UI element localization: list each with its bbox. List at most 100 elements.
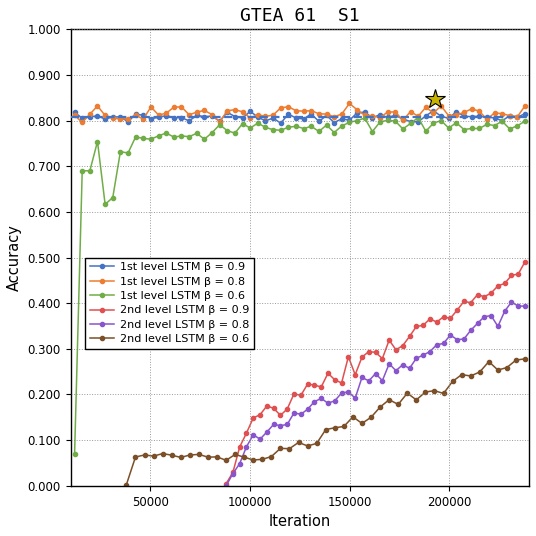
2nd level LSTM β = 0.8 xyxy=(447,332,453,338)
2nd level LSTM β = 0.9 xyxy=(461,298,467,304)
1st level LSTM β = 0.8 xyxy=(193,109,200,115)
2nd level LSTM β = 0.6 xyxy=(449,378,456,385)
2nd level LSTM β = 0.9 xyxy=(393,347,399,353)
Line: 2nd level LSTM β = 0.6: 2nd level LSTM β = 0.6 xyxy=(124,357,527,487)
2nd level LSTM β = 0.6 xyxy=(395,401,401,408)
1st level LSTM β = 0.6 xyxy=(522,118,528,124)
Legend: 1st level LSTM β = 0.9, 1st level LSTM β = 0.8, 1st level LSTM β = 0.6, 2nd leve: 1st level LSTM β = 0.9, 1st level LSTM β… xyxy=(85,258,254,349)
2nd level LSTM β = 0.8 xyxy=(386,361,392,367)
2nd level LSTM β = 0.8 xyxy=(304,406,311,413)
1st level LSTM β = 0.9 xyxy=(201,114,207,120)
2nd level LSTM β = 0.9 xyxy=(366,348,372,355)
2nd level LSTM β = 0.6 xyxy=(477,369,483,375)
2nd level LSTM β = 0.8 xyxy=(366,378,372,384)
2nd level LSTM β = 0.9 xyxy=(352,371,359,378)
2nd level LSTM β = 0.6 xyxy=(522,356,528,362)
2nd level LSTM β = 0.8 xyxy=(318,395,324,401)
2nd level LSTM β = 0.9 xyxy=(304,381,311,388)
1st level LSTM β = 0.8 xyxy=(155,112,162,118)
2nd level LSTM β = 0.8 xyxy=(522,303,528,309)
1st level LSTM β = 0.8 xyxy=(232,107,238,113)
2nd level LSTM β = 0.8 xyxy=(393,368,399,374)
2nd level LSTM β = 0.9 xyxy=(297,392,304,399)
1st level LSTM β = 0.8 xyxy=(346,100,353,107)
2nd level LSTM β = 0.8 xyxy=(277,422,284,429)
2nd level LSTM β = 0.6 xyxy=(404,390,411,396)
1st level LSTM β = 0.9 xyxy=(224,109,230,116)
Line: 1st level LSTM β = 0.6: 1st level LSTM β = 0.6 xyxy=(72,115,527,456)
2nd level LSTM β = 0.6 xyxy=(458,371,465,378)
2nd level LSTM β = 0.9 xyxy=(488,290,494,296)
2nd level LSTM β = 0.8 xyxy=(467,327,474,333)
1st level LSTM β = 0.6 xyxy=(354,117,360,124)
2nd level LSTM β = 0.8 xyxy=(236,460,243,467)
2nd level LSTM β = 0.9 xyxy=(386,337,392,343)
2nd level LSTM β = 0.6 xyxy=(187,452,193,458)
2nd level LSTM β = 0.8 xyxy=(291,410,297,416)
2nd level LSTM β = 0.8 xyxy=(257,436,263,442)
2nd level LSTM β = 0.9 xyxy=(474,292,481,298)
2nd level LSTM β = 0.6 xyxy=(377,404,383,410)
2nd level LSTM β = 0.8 xyxy=(311,398,318,405)
2nd level LSTM β = 0.6 xyxy=(486,359,492,365)
2nd level LSTM β = 0.9 xyxy=(434,319,440,325)
2nd level LSTM β = 0.8 xyxy=(502,308,508,315)
2nd level LSTM β = 0.9 xyxy=(440,314,446,320)
1st level LSTM β = 0.8 xyxy=(209,111,215,118)
2nd level LSTM β = 0.8 xyxy=(420,352,426,359)
2nd level LSTM β = 0.6 xyxy=(214,453,220,460)
2nd level LSTM β = 0.9 xyxy=(522,258,528,265)
1st level LSTM β = 0.9 xyxy=(278,120,284,126)
2nd level LSTM β = 0.6 xyxy=(431,388,438,394)
1st level LSTM β = 0.9 xyxy=(217,118,223,124)
2nd level LSTM β = 0.6 xyxy=(151,453,157,459)
2nd level LSTM β = 0.8 xyxy=(515,303,522,309)
2nd level LSTM β = 0.8 xyxy=(243,444,250,450)
2nd level LSTM β = 0.6 xyxy=(277,445,284,452)
2nd level LSTM β = 0.9 xyxy=(467,300,474,306)
Title: GTEA 61  S1: GTEA 61 S1 xyxy=(240,7,360,25)
2nd level LSTM β = 0.9 xyxy=(345,353,352,360)
2nd level LSTM β = 0.9 xyxy=(508,272,515,279)
1st level LSTM β = 0.6 xyxy=(217,122,223,128)
2nd level LSTM β = 0.8 xyxy=(338,390,345,396)
Y-axis label: Accuracy: Accuracy xyxy=(7,224,22,291)
2nd level LSTM β = 0.9 xyxy=(277,412,284,419)
2nd level LSTM β = 0.9 xyxy=(447,315,453,322)
2nd level LSTM β = 0.9 xyxy=(338,379,345,386)
2nd level LSTM β = 0.6 xyxy=(205,454,211,460)
2nd level LSTM β = 0.9 xyxy=(325,370,331,376)
2nd level LSTM β = 0.6 xyxy=(259,456,265,463)
2nd level LSTM β = 0.9 xyxy=(236,444,243,450)
1st level LSTM β = 0.8 xyxy=(71,112,78,118)
2nd level LSTM β = 0.8 xyxy=(406,365,413,371)
2nd level LSTM β = 0.9 xyxy=(257,412,263,418)
2nd level LSTM β = 0.8 xyxy=(332,398,338,404)
2nd level LSTM β = 0.9 xyxy=(399,343,406,349)
2nd level LSTM β = 0.8 xyxy=(461,336,467,343)
Line: 2nd level LSTM β = 0.8: 2nd level LSTM β = 0.8 xyxy=(224,300,527,488)
2nd level LSTM β = 0.9 xyxy=(359,354,365,360)
2nd level LSTM β = 0.6 xyxy=(223,457,229,464)
2nd level LSTM β = 0.6 xyxy=(132,454,139,460)
2nd level LSTM β = 0.9 xyxy=(495,282,501,289)
2nd level LSTM β = 0.8 xyxy=(325,400,331,406)
2nd level LSTM β = 0.6 xyxy=(323,426,329,433)
1st level LSTM β = 0.9 xyxy=(430,108,437,114)
2nd level LSTM β = 0.6 xyxy=(413,397,420,403)
2nd level LSTM β = 0.6 xyxy=(332,425,338,431)
2nd level LSTM β = 0.9 xyxy=(420,322,426,329)
1st level LSTM β = 0.8 xyxy=(522,102,528,109)
2nd level LSTM β = 0.6 xyxy=(386,397,392,403)
2nd level LSTM β = 0.8 xyxy=(297,411,304,418)
1st level LSTM β = 0.8 xyxy=(224,108,230,114)
2nd level LSTM β = 0.9 xyxy=(223,480,229,487)
2nd level LSTM β = 0.9 xyxy=(264,403,270,409)
2nd level LSTM β = 0.6 xyxy=(314,440,320,446)
2nd level LSTM β = 0.8 xyxy=(495,323,501,330)
1st level LSTM β = 0.6 xyxy=(71,451,78,457)
2nd level LSTM β = 0.9 xyxy=(332,377,338,383)
2nd level LSTM β = 0.8 xyxy=(474,320,481,326)
2nd level LSTM β = 0.6 xyxy=(349,414,356,420)
1st level LSTM β = 0.9 xyxy=(522,110,528,117)
